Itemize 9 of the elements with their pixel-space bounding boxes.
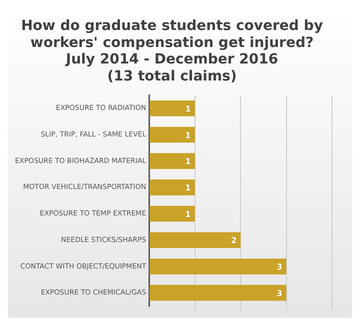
data-label: 1 — [185, 130, 192, 140]
data-label: 2 — [230, 236, 237, 246]
chart-title: How do graduate students covered by workers' compensation get injured? July 2014 - December 2016 (13 total claims) — [21, 18, 323, 84]
data-label: 1 — [185, 157, 192, 166]
data-label: 1 — [185, 104, 192, 114]
data-label: 3 — [276, 288, 282, 298]
data-label: 3 — [276, 262, 282, 272]
data-label: 1 — [185, 210, 192, 219]
data-label: 1 — [185, 184, 192, 193]
